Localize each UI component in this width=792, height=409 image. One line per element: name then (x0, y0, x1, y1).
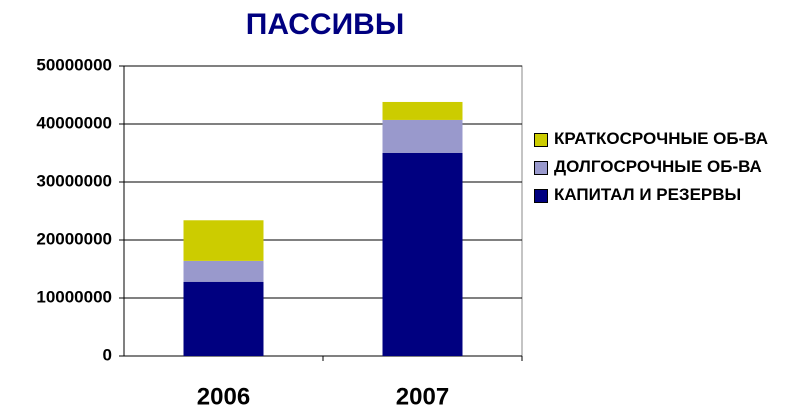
y-tick-label: 40000000 (36, 113, 112, 132)
legend-label: КАПИТАЛ И РЕЗЕРВЫ (554, 185, 742, 204)
bar-segment (382, 119, 463, 153)
y-tick-label: 10000000 (36, 287, 112, 306)
chart-title: ПАССИВЫ (246, 8, 404, 41)
x-tick-label: 2007 (396, 383, 449, 409)
legend-swatch (534, 189, 548, 203)
y-tick-label: 50000000 (36, 55, 112, 74)
bar-segment (183, 220, 264, 261)
legend-label: КРАТКОСРОЧНЫЕ ОБ-ВА (554, 129, 768, 148)
y-tick-label: 0 (103, 345, 112, 364)
y-tick-label: 20000000 (36, 229, 112, 248)
bar-segment (183, 281, 264, 356)
legend-item: КРАТКОСРОЧНЫЕ ОБ-ВА (532, 128, 790, 150)
legend-label: ДОЛГОСРОЧНЫЕ ОБ-ВА (554, 157, 762, 176)
bar-segment (382, 101, 463, 120)
x-tick-label: 2006 (197, 383, 250, 409)
bar-segment (382, 153, 463, 356)
legend-swatch (534, 161, 548, 175)
legend-item: КАПИТАЛ И РЕЗЕРВЫ (532, 184, 790, 206)
legend-item: ДОЛГОСРОЧНЫЕ ОБ-ВА (532, 156, 790, 178)
bar-segment (183, 260, 264, 282)
legend-swatch (534, 133, 548, 147)
legend: КРАТКОСРОЧНЫЕ ОБ-ВА ДОЛГОСРОЧНЫЕ ОБ-ВА КАП… (532, 128, 790, 212)
y-tick-label: 30000000 (36, 171, 112, 190)
